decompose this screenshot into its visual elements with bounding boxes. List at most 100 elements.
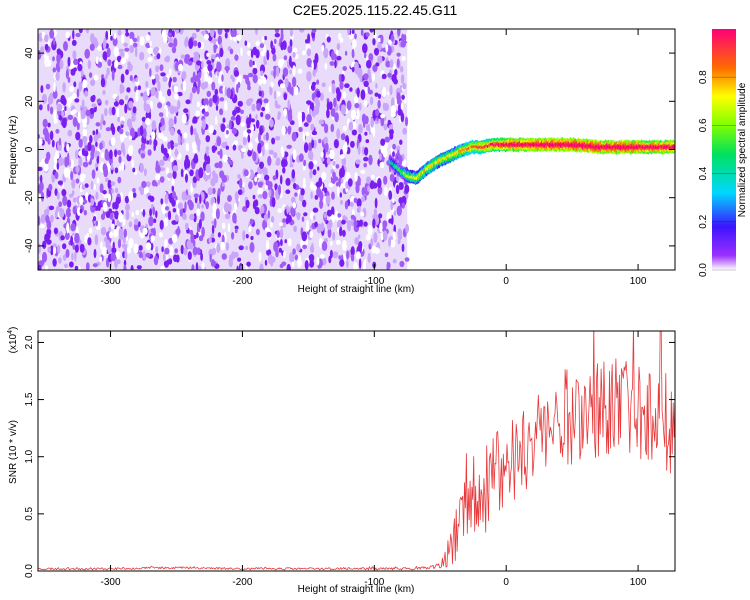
noise-speckle [336, 128, 341, 140]
noise-speckle [143, 168, 147, 177]
noise-speckle [254, 176, 258, 182]
noise-speckle [341, 165, 345, 176]
noise-speckle [361, 187, 366, 196]
noise-speckle [111, 69, 115, 81]
noise-speckle [222, 117, 226, 123]
noise-speckle [123, 264, 127, 270]
noise-speckle [41, 93, 48, 104]
noise-speckle [230, 30, 235, 38]
noise-speckle [40, 174, 43, 183]
noise-speckle [336, 49, 339, 56]
noise-speckle [254, 199, 259, 207]
noise-speckle [344, 200, 349, 210]
y-tick-label: 2.0 [24, 335, 35, 349]
noise-speckle [292, 182, 297, 190]
noise-speckle [100, 226, 107, 236]
noise-speckle [302, 177, 306, 185]
noise-speckle [198, 218, 202, 229]
noise-speckle [94, 39, 99, 48]
noise-speckle [65, 248, 70, 258]
noise-speckle [212, 187, 216, 195]
noise-speckle [53, 81, 56, 93]
noise-speckle [230, 74, 234, 80]
noise-speckle [75, 165, 80, 173]
noise-speckle [323, 48, 329, 59]
noise-speckle [221, 253, 227, 260]
noise-speckle [140, 92, 144, 97]
noise-speckle [302, 50, 306, 56]
noise-speckle [279, 174, 283, 185]
noise-speckle [360, 169, 366, 174]
trace-cell [671, 145, 675, 149]
noise-speckle [291, 253, 295, 263]
noise-speckle [105, 30, 109, 41]
noise-speckle [275, 91, 281, 97]
x-tick-label: 0 [503, 276, 509, 287]
noise-speckle [271, 137, 276, 145]
noise-speckle [221, 222, 226, 230]
noise-speckle [136, 265, 142, 270]
noise-speckle [231, 232, 235, 240]
noise-speckle [384, 252, 389, 258]
noise-speckle [225, 58, 231, 69]
noise-speckle [396, 145, 401, 152]
noise-speckle [57, 180, 64, 186]
noise-speckle [360, 211, 365, 217]
noise-speckle [127, 61, 132, 67]
noise-speckle [93, 134, 99, 143]
noise-speckle [155, 182, 158, 187]
noise-speckle [245, 74, 250, 85]
noise-speckle [120, 73, 125, 84]
noise-speckle [163, 252, 166, 263]
noise-speckle [99, 119, 103, 131]
noise-speckle [223, 202, 230, 213]
noise-speckle [186, 239, 193, 250]
noise-speckle [114, 59, 119, 69]
noise-speckle [111, 189, 115, 194]
noise-speckle [320, 222, 325, 232]
noise-speckle [109, 231, 113, 239]
noise-speckle [167, 88, 172, 97]
noise-speckle [96, 45, 102, 51]
noise-speckle [369, 96, 374, 106]
noise-speckle [192, 246, 198, 256]
noise-speckle [156, 52, 161, 60]
noise-speckle [389, 84, 393, 96]
noise-speckle [189, 213, 195, 221]
noise-speckle [355, 115, 359, 120]
noise-speckle [310, 244, 315, 254]
noise-speckle [85, 262, 90, 270]
noise-speckle [275, 66, 280, 77]
noise-speckle [77, 265, 81, 270]
noise-speckle [116, 95, 120, 102]
noise-speckle [331, 191, 335, 200]
noise-speckle [153, 255, 159, 266]
noise-speckle [319, 254, 325, 259]
noise-speckle [135, 94, 139, 102]
noise-speckle [395, 184, 400, 195]
noise-speckle [245, 199, 250, 209]
noise-speckle [387, 72, 392, 78]
noise-speckle [354, 33, 357, 40]
noise-speckle [107, 59, 112, 67]
noise-speckle [145, 242, 152, 251]
noise-speckle [257, 78, 263, 85]
noise-speckle [324, 63, 328, 70]
noise-speckle [326, 209, 332, 217]
noise-speckle [301, 111, 306, 122]
noise-speckle [190, 232, 195, 244]
noise-speckle [188, 38, 194, 50]
noise-speckle [233, 140, 239, 146]
noise-speckle [150, 87, 156, 97]
snr-series-line [38, 331, 675, 571]
noise-speckle [160, 198, 164, 205]
noise-speckle [113, 46, 119, 57]
noise-speckle [170, 127, 175, 136]
noise-speckle [160, 265, 165, 270]
noise-speckle [78, 157, 83, 167]
noise-speckle [388, 39, 392, 45]
noise-speckle [155, 65, 160, 73]
noise-speckle [330, 123, 335, 133]
noise-speckle [144, 62, 149, 70]
noise-speckle [339, 80, 344, 90]
